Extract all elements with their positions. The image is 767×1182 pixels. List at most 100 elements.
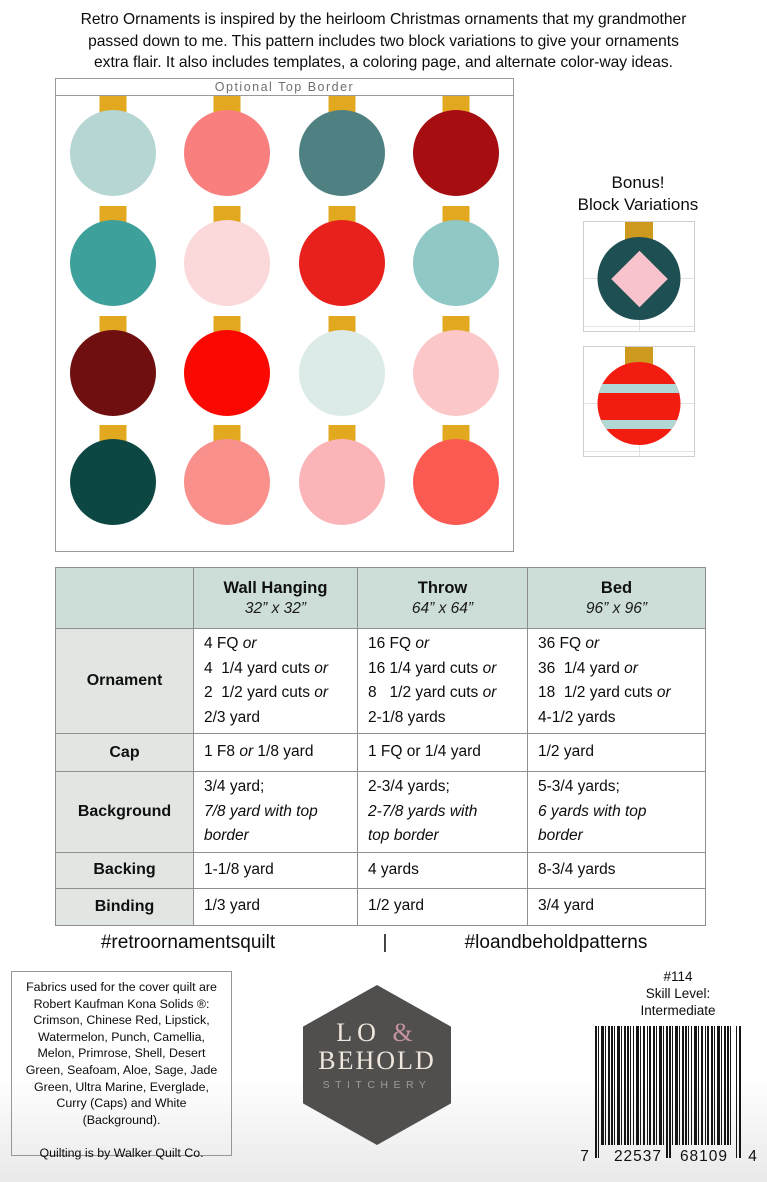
yardage-text: or — [314, 684, 329, 701]
column-header: Wall Hanging 32” x 32” — [193, 567, 358, 629]
barcode-bar — [666, 1026, 668, 1158]
yardage-line: 1 F8 or 1/8 yard — [204, 740, 353, 765]
yardage-line: top border — [368, 824, 523, 849]
fabric-note-line — [12, 1128, 231, 1145]
bonus-block-stripes — [583, 346, 695, 457]
row-label: Ornament — [55, 628, 194, 734]
yardage-line: 1 FQ or 1/4 yard — [368, 740, 523, 765]
yardage-text: 1/2 yard — [538, 743, 595, 761]
yardage-line: 5-3/4 yards; — [538, 775, 701, 800]
yardage-text: or — [585, 635, 600, 652]
ornament-block — [399, 315, 513, 426]
yardage-text: 5-3/4 yards; — [538, 778, 620, 795]
fabric-note-line: (Background). — [82, 1112, 161, 1127]
table-row: Backing 1-1/8 yard 4 yards 8-3/4 yards — [55, 851, 706, 889]
skill-level-label: Skill Level: — [645, 986, 711, 1001]
yardage-line: 7/8 yard with top — [204, 800, 353, 825]
fabric-note-line: Melon, Primrose, Shell, Desert — [37, 1046, 206, 1061]
yardage-text: 1-1/8 yard — [204, 860, 274, 878]
barcode-bar — [598, 1026, 599, 1158]
fabric-note-line: Green, Ultra Marine, Everglade, — [34, 1079, 209, 1094]
bonus-block-diamond — [583, 221, 695, 332]
yardage-text: 4 FQ — [204, 635, 243, 652]
fabric-note-line: Green, Seafoam, Aloe, Sage, Jade — [25, 1062, 218, 1077]
yardage-cell: 1/3 yard — [193, 887, 358, 926]
bonus-title-line2: Block Variations — [577, 194, 699, 214]
barcode-bar — [621, 1026, 622, 1145]
yardage-line: 6 yards with top — [538, 800, 701, 825]
yardage-text: 36 FQ — [538, 635, 586, 652]
stripe-accent — [597, 420, 681, 429]
ornament-block — [170, 205, 284, 316]
yardage-line: 8-3/4 yards — [538, 858, 701, 883]
barcode-bar — [605, 1026, 606, 1145]
barcode-bar — [640, 1026, 641, 1145]
barcode-bar — [707, 1026, 709, 1145]
yardage-cell: 1 FQ or 1/4 yard — [357, 733, 528, 772]
table-row: Background 3/4 yard; 7/8 yard with top bord… — [55, 771, 706, 853]
ornament-circle — [70, 110, 157, 196]
intro-line: Retro Ornaments is inspired by the heirl… — [80, 11, 687, 28]
barcode-bar — [679, 1026, 680, 1145]
yardage-text: 2-7/8 yards with — [368, 802, 478, 820]
yardage-text: 4 1/4 yard cuts — [204, 659, 315, 677]
yardage-text: or — [624, 659, 638, 677]
yardage-line: 8 1/2 yard cuts or — [368, 681, 523, 706]
optional-top-border-label: Optional Top Border — [56, 79, 513, 96]
yardage-cell: 1/2 yard — [527, 733, 706, 772]
barcode-bar — [730, 1026, 731, 1145]
table-corner-cell — [55, 567, 194, 629]
yardage-text: 1/2 yard — [368, 897, 425, 915]
ornament-block — [285, 205, 399, 316]
yardage-line: 16 1/4 yard cuts or — [368, 657, 523, 682]
barcode-bar — [701, 1026, 703, 1145]
barcode-bar — [633, 1026, 634, 1145]
yardage-line: 1/2 yard — [538, 740, 701, 765]
bonus-title: Bonus! Block Variations — [528, 172, 748, 215]
yardage-cell: 2-3/4 yards; 2-7/8 yards with top border — [357, 771, 528, 853]
intro-paragraph: Retro Ornaments is inspired by the heirl… — [0, 9, 767, 74]
ornament-circle — [412, 110, 499, 196]
yardage-line: 4 yards — [368, 858, 523, 883]
yardage-text: 4-1/2 yards — [538, 708, 616, 726]
barcode-bar — [647, 1026, 648, 1145]
ornament-block — [285, 315, 399, 426]
yardage-text: top border — [368, 827, 439, 844]
ornament-circle — [184, 219, 271, 306]
barcode-digit: 4 — [748, 1148, 758, 1165]
table-row: Cap 1 F8 or 1/8 yard 1 FQ or 1/4 yard 1/2 y… — [55, 733, 706, 772]
yardage-line: 4 FQ or — [204, 632, 353, 657]
ornament-circle — [412, 219, 499, 306]
ornament-circle — [184, 439, 271, 526]
yardage-text: border — [538, 827, 583, 844]
ornament-circle — [184, 110, 271, 196]
barcode-bar — [736, 1026, 737, 1158]
ornament-block — [285, 425, 399, 535]
fabric-note-line: Curry (Caps) and White — [56, 1096, 187, 1111]
yardage-line: 2/3 yard — [204, 706, 353, 731]
column-size: 96” x 96” — [585, 600, 648, 617]
ornament-block — [56, 315, 170, 426]
barcode-bar — [636, 1026, 639, 1145]
ornament-block — [56, 425, 170, 535]
yardage-line: 2-1/8 yards — [368, 706, 523, 731]
barcode-digit: 7 — [580, 1148, 590, 1165]
barcode-bar — [630, 1026, 631, 1145]
yardage-cell: 8-3/4 yards — [527, 851, 706, 889]
yardage-line: 4-1/2 yards — [538, 706, 701, 731]
yardage-line: 3/4 yard; — [204, 775, 353, 800]
barcode-bar — [711, 1026, 713, 1145]
barcode-bar — [672, 1026, 673, 1145]
yardage-text: 6 yards with top — [538, 802, 647, 820]
column-header: Bed 96” x 96” — [527, 567, 706, 629]
barcode-bar — [608, 1026, 610, 1145]
barcode-bar — [663, 1026, 664, 1145]
fabric-note-box: Fabrics used for the cover quilt are Robe… — [11, 971, 232, 1160]
yardage-cell: 1 F8 or 1/8 yard — [193, 733, 358, 772]
ornament-block — [56, 96, 170, 206]
ornament-circle — [298, 110, 385, 196]
barcode-bar — [721, 1026, 722, 1145]
ornament-circle — [184, 329, 271, 416]
yardage-text: 18 1/2 yard cuts — [538, 684, 657, 701]
barcode-bar — [675, 1026, 678, 1145]
